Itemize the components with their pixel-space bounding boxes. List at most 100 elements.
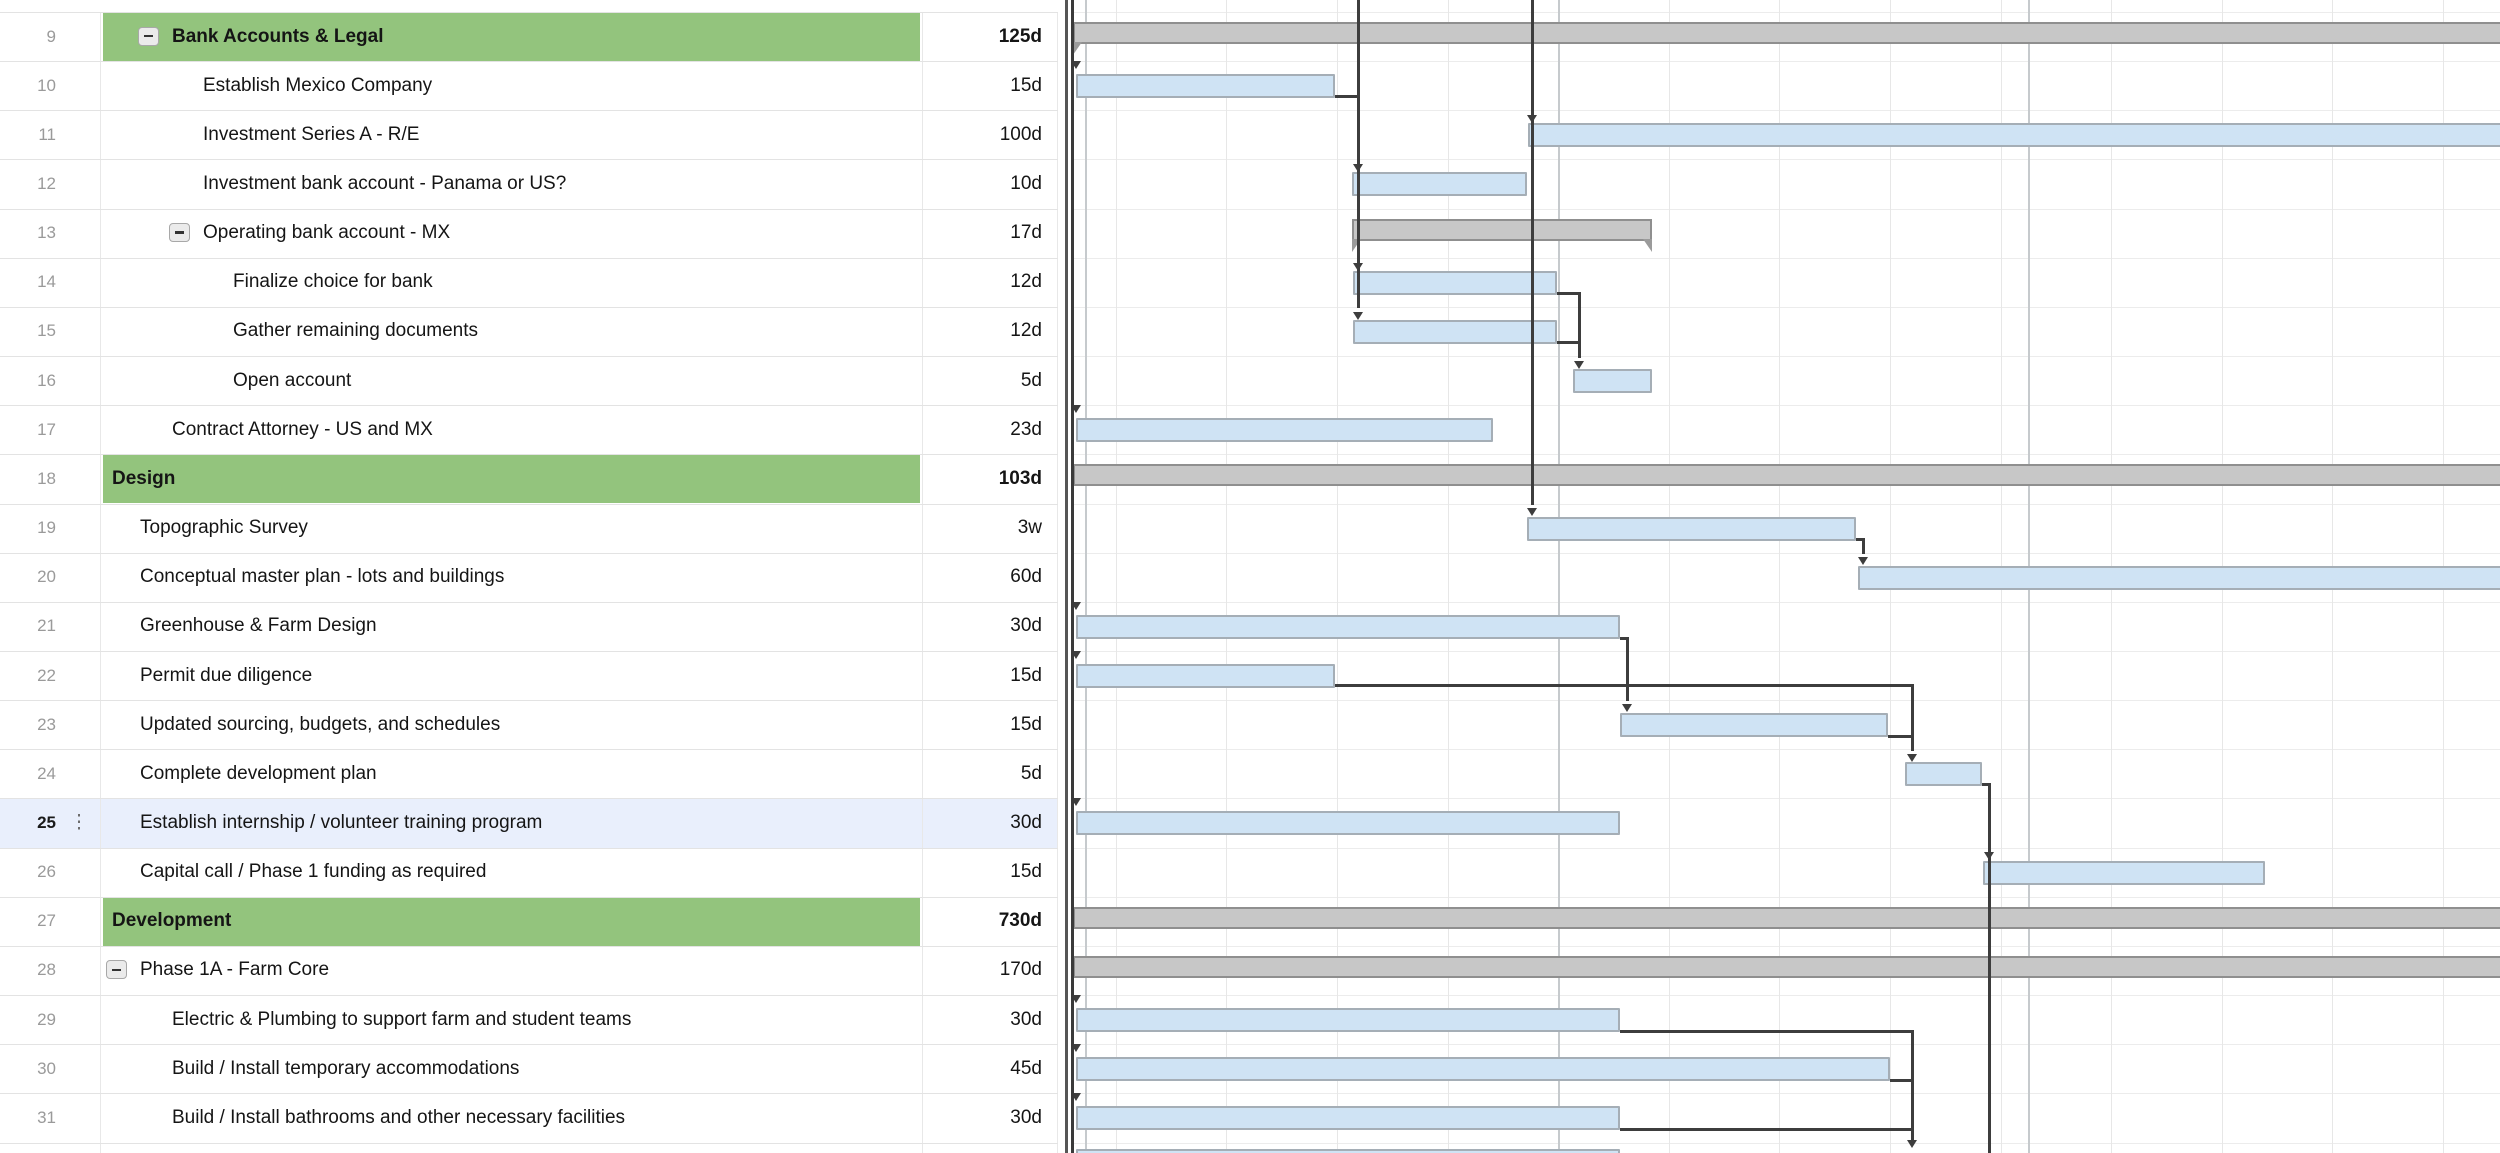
duration-cell[interactable]: 5d xyxy=(1020,369,1042,391)
table-row-22[interactable]: 22 Permit due diligence 15d xyxy=(0,651,1060,700)
row-number-cell[interactable]: 11 xyxy=(38,124,56,144)
table-row-17[interactable]: 17 Contract Attorney - US and MX 23d xyxy=(0,405,1060,454)
task-name-cell[interactable]: Greenhouse & Farm Design xyxy=(140,615,377,637)
duration-cell[interactable]: 12d xyxy=(1010,320,1042,342)
gantt-bar-row-16[interactable] xyxy=(1573,369,1652,394)
table-row-25-selected[interactable]: 25 ⋮ Establish internship / volunteer trai… xyxy=(0,798,1060,848)
duration-cell[interactable]: 30d xyxy=(1010,1106,1042,1128)
duration-cell[interactable]: 103d xyxy=(998,467,1042,489)
duration-cell[interactable]: 3w xyxy=(1017,517,1042,539)
duration-cell[interactable]: 730d xyxy=(998,910,1042,932)
duration-cell[interactable]: 15d xyxy=(1010,713,1042,735)
duration-cell[interactable]: 170d xyxy=(999,959,1042,981)
row-number-cell[interactable]: 29 xyxy=(37,1009,56,1029)
table-row-9[interactable]: 9 Bank Accounts & Legal 125d xyxy=(0,12,1060,62)
gantt-bar-row-30[interactable] xyxy=(1076,1057,1890,1082)
collapse-button[interactable] xyxy=(106,960,127,980)
duration-cell[interactable]: 10d xyxy=(1010,173,1042,194)
duration-cell[interactable]: 17d xyxy=(1010,222,1042,244)
row-number-cell[interactable]: 16 xyxy=(37,370,56,390)
collapse-button[interactable] xyxy=(169,223,190,243)
table-row-16[interactable]: 16 Open account 5d xyxy=(0,356,1060,405)
table-row-31[interactable]: 31 Build / Install bathrooms and other ne… xyxy=(0,1093,1060,1142)
gantt-bar-row-13-summary[interactable] xyxy=(1352,218,1652,252)
table-row-29[interactable]: 29 Electric & Plumbing to support farm an… xyxy=(0,995,1060,1044)
task-name-cell[interactable]: Build / Install temporary accommodations xyxy=(172,1057,520,1079)
gantt-bar-row-14[interactable] xyxy=(1353,270,1557,295)
duration-cell[interactable]: 5d xyxy=(1020,762,1042,784)
task-name-cell[interactable]: Electric & Plumbing to support farm and … xyxy=(172,1008,632,1030)
table-row-26[interactable]: 26 Capital call / Phase 1 funding as requ… xyxy=(0,848,1060,897)
duration-cell[interactable]: 45d xyxy=(1010,1057,1042,1079)
table-row-28[interactable]: 28 Phase 1A - Farm Core 170d xyxy=(0,946,1060,995)
table-row-14[interactable]: 14 Finalize choice for bank 12d xyxy=(0,258,1060,307)
task-name-cell[interactable]: Development xyxy=(112,910,232,932)
task-name-cell[interactable]: Establish Mexico Company xyxy=(203,74,433,96)
duration-cell[interactable]: 30d xyxy=(1010,615,1042,637)
duration-cell[interactable]: 23d xyxy=(1010,418,1042,440)
duration-cell[interactable]: 15d xyxy=(1010,74,1042,96)
duration-cell[interactable]: 15d xyxy=(1010,664,1042,686)
gantt-bar-row-15[interactable] xyxy=(1353,319,1557,344)
row-number-cell[interactable]: 30 xyxy=(37,1058,56,1078)
task-name-cell[interactable]: Investment Series A - R/E xyxy=(203,123,420,145)
table-row-15[interactable]: 15 Gather remaining documents 12d xyxy=(0,307,1060,356)
duration-cell[interactable]: 30d xyxy=(1010,811,1042,833)
row-number-cell[interactable]: 12 xyxy=(37,174,56,193)
duration-cell[interactable]: 125d xyxy=(998,25,1042,47)
task-name-cell[interactable]: Finalize choice for bank xyxy=(233,271,433,293)
row-number-cell[interactable]: 31 xyxy=(37,1107,56,1127)
gantt-bar-row-21[interactable] xyxy=(1076,614,1620,639)
row-number-cell[interactable]: 14 xyxy=(37,272,56,292)
gantt-bar-row-29[interactable] xyxy=(1076,1008,1620,1032)
table-row-12[interactable]: 12 Investment bank account - Panama or US… xyxy=(0,159,1060,208)
table-row-11[interactable]: 11 Investment Series A - R/E 100d xyxy=(0,110,1060,159)
row-number-cell[interactable]: 17 xyxy=(37,419,56,439)
task-name-cell[interactable]: Operating bank account - MX xyxy=(203,222,451,244)
gantt-bar-row-20[interactable] xyxy=(1858,565,2500,590)
gantt-bar-row-11[interactable] xyxy=(1528,123,2500,148)
duration-cell[interactable]: 30d xyxy=(1010,1008,1042,1030)
task-name-cell[interactable]: Permit due diligence xyxy=(140,664,313,686)
duration-cell[interactable]: 100d xyxy=(999,123,1042,145)
task-name-cell[interactable]: Updated sourcing, budgets, and schedules xyxy=(140,713,501,735)
task-name-cell[interactable]: Conceptual master plan - lots and buildi… xyxy=(140,566,505,588)
row-number-cell[interactable]: 9 xyxy=(46,26,56,46)
row-number-cell[interactable]: 10 xyxy=(37,75,56,95)
task-name-cell[interactable]: Design xyxy=(112,467,176,489)
table-row-21[interactable]: 21 Greenhouse & Farm Design 30d xyxy=(0,602,1060,651)
gantt-bar-row-19[interactable] xyxy=(1527,516,1856,541)
gantt-bar-row-10[interactable] xyxy=(1076,74,1335,99)
task-name-cell[interactable]: Contract Attorney - US and MX xyxy=(172,418,433,440)
gantt-bar-row-26[interactable] xyxy=(1983,860,2265,885)
duration-cell[interactable]: 60d xyxy=(1010,566,1042,588)
task-name-cell[interactable]: Establish internship / volunteer trainin… xyxy=(140,811,543,833)
gantt-bar-row-27-summary[interactable] xyxy=(1074,906,2500,929)
row-number-cell[interactable]: 21 xyxy=(37,616,56,636)
gantt-bar-row-9-summary[interactable] xyxy=(1074,22,2500,55)
table-row-13[interactable]: 13 Operating bank account - MX 17d xyxy=(0,209,1060,258)
gantt-bar-row-24[interactable] xyxy=(1905,762,1982,787)
row-number-cell[interactable]: 19 xyxy=(37,518,56,538)
row-number-cell[interactable]: 22 xyxy=(37,665,56,685)
table-chart-splitter[interactable] xyxy=(1058,0,1074,1153)
row-number-cell[interactable]: 28 xyxy=(37,960,56,980)
row-number-cell[interactable]: 24 xyxy=(37,763,56,783)
collapse-button[interactable] xyxy=(138,26,159,46)
table-row-10[interactable]: 10 Establish Mexico Company 15d xyxy=(0,61,1060,110)
duration-cell[interactable]: 12d xyxy=(1010,271,1042,293)
task-name-cell[interactable]: Build / Install bathrooms and other nece… xyxy=(172,1106,626,1128)
table-row-18[interactable]: 18 Design 103d xyxy=(0,454,1060,504)
gantt-bar-row-22[interactable] xyxy=(1076,663,1335,688)
gantt-bar-row-12[interactable] xyxy=(1352,172,1527,197)
task-name-cell[interactable]: Topographic Survey xyxy=(140,517,308,539)
row-number-cell[interactable]: 27 xyxy=(37,911,56,931)
table-row-24[interactable]: 24 Complete development plan 5d xyxy=(0,749,1060,798)
row-number-cell[interactable]: 20 xyxy=(37,567,56,587)
gantt-bar-row-31[interactable] xyxy=(1076,1106,1620,1131)
table-row-20[interactable]: 20 Conceptual master plan - lots and buil… xyxy=(0,553,1060,602)
row-number-cell[interactable]: 26 xyxy=(37,862,56,882)
row-drag-handle-icon[interactable]: ⋮ xyxy=(69,812,89,834)
task-name-cell[interactable]: Gather remaining documents xyxy=(233,320,479,342)
gantt-bar-row-28-summary[interactable] xyxy=(1074,955,2500,978)
